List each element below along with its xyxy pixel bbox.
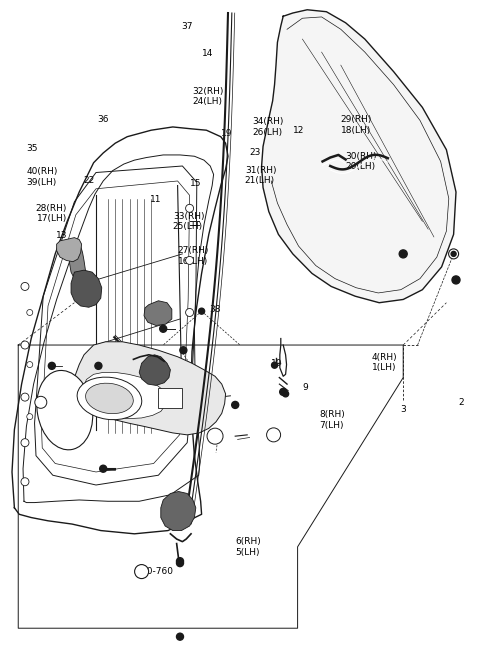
Text: 60-760: 60-760 (142, 567, 174, 576)
Text: 22: 22 (84, 176, 95, 186)
Circle shape (186, 309, 193, 316)
Polygon shape (83, 372, 167, 419)
Text: 10: 10 (271, 359, 283, 368)
Polygon shape (57, 238, 82, 262)
Text: 4(RH)
1(LH): 4(RH) 1(LH) (371, 353, 397, 372)
Circle shape (177, 560, 183, 566)
Text: 23: 23 (250, 148, 261, 158)
Polygon shape (70, 244, 85, 281)
Text: 35: 35 (26, 144, 38, 153)
Circle shape (21, 393, 29, 401)
Circle shape (280, 389, 287, 395)
Ellipse shape (85, 383, 133, 413)
Text: 14: 14 (202, 49, 213, 58)
Text: 19: 19 (221, 129, 232, 138)
Circle shape (37, 399, 44, 406)
Polygon shape (71, 270, 102, 307)
Circle shape (100, 465, 107, 472)
Text: 13: 13 (56, 231, 67, 240)
Text: 34(RH)
26(LH): 34(RH) 26(LH) (252, 117, 283, 137)
Circle shape (199, 308, 204, 314)
Text: 37: 37 (181, 21, 193, 31)
Text: 28(RH)
17(LH): 28(RH) 17(LH) (36, 204, 67, 223)
Text: 36: 36 (97, 115, 109, 124)
Circle shape (21, 439, 29, 447)
Text: 6(RH)
5(LH): 6(RH) 5(LH) (235, 537, 261, 557)
Circle shape (177, 633, 183, 640)
Circle shape (21, 283, 29, 290)
Circle shape (270, 432, 277, 438)
Text: 33(RH)
25(LH): 33(RH) 25(LH) (173, 212, 204, 231)
Circle shape (134, 564, 149, 579)
Circle shape (27, 413, 33, 420)
Text: 2: 2 (458, 398, 464, 407)
Polygon shape (18, 345, 403, 628)
Circle shape (180, 347, 187, 353)
Circle shape (27, 361, 33, 368)
Circle shape (48, 363, 55, 369)
Circle shape (21, 341, 29, 349)
Polygon shape (139, 355, 170, 385)
Text: 40(RH)
39(LH): 40(RH) 39(LH) (26, 167, 58, 187)
FancyBboxPatch shape (158, 389, 182, 408)
Circle shape (186, 204, 193, 212)
Text: 9: 9 (302, 383, 308, 392)
Circle shape (207, 428, 223, 444)
Circle shape (452, 276, 460, 284)
Circle shape (211, 432, 219, 440)
Text: 38: 38 (209, 305, 220, 314)
Text: 15: 15 (190, 179, 201, 188)
Ellipse shape (77, 377, 142, 420)
Circle shape (232, 402, 239, 408)
Circle shape (272, 362, 277, 368)
Text: 8(RH)
7(LH): 8(RH) 7(LH) (319, 410, 345, 430)
Circle shape (35, 396, 47, 408)
Polygon shape (144, 301, 172, 326)
Circle shape (283, 391, 288, 397)
Ellipse shape (37, 370, 93, 450)
Polygon shape (12, 127, 228, 534)
Text: 27(RH)
16(LH): 27(RH) 16(LH) (178, 246, 209, 266)
Text: 32(RH)
24(LH): 32(RH) 24(LH) (192, 87, 223, 106)
Circle shape (186, 256, 193, 264)
Circle shape (27, 309, 33, 316)
Circle shape (95, 363, 102, 369)
Circle shape (21, 478, 29, 486)
Polygon shape (161, 492, 196, 531)
Circle shape (449, 249, 458, 259)
Circle shape (266, 428, 281, 442)
Circle shape (177, 558, 183, 564)
Polygon shape (71, 342, 226, 435)
Circle shape (451, 251, 456, 256)
Text: 29(RH)
18(LH): 29(RH) 18(LH) (341, 115, 372, 135)
Polygon shape (262, 10, 456, 303)
Text: 12: 12 (293, 126, 304, 135)
Circle shape (399, 250, 407, 258)
Circle shape (160, 326, 167, 332)
Text: 30(RH)
20(LH): 30(RH) 20(LH) (346, 152, 377, 171)
Text: 3: 3 (400, 405, 406, 414)
Text: 31(RH)
21(LH): 31(RH) 21(LH) (245, 166, 276, 186)
Text: 11: 11 (150, 195, 162, 204)
